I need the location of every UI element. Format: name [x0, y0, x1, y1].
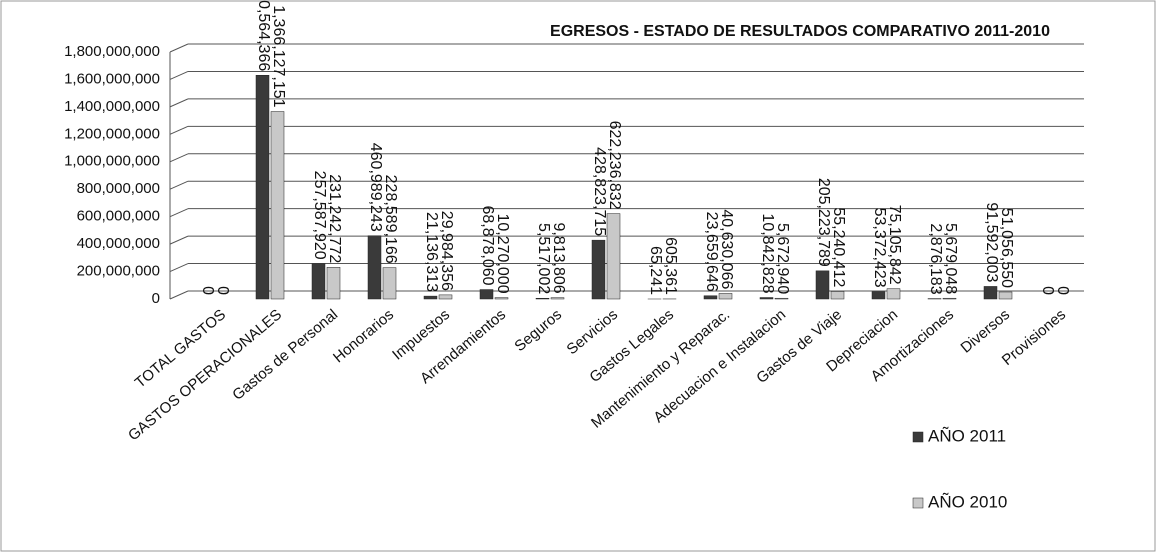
- bar: [535, 297, 550, 300]
- value-label: 5,517,002: [535, 223, 552, 294]
- value-label: 205,223,789: [815, 178, 832, 267]
- bar: [718, 293, 733, 300]
- value-label: 228,589,166: [382, 175, 399, 264]
- grid-line-depth: [169, 208, 189, 218]
- y-tick-label: 400,000,000: [77, 235, 160, 252]
- bar: [438, 294, 453, 300]
- value-label: 55,240,412: [830, 207, 847, 287]
- legend-label: AÑO 2010: [928, 492, 1007, 511]
- bar: [703, 295, 718, 300]
- grid-line-depth: [169, 125, 189, 135]
- value-label: 9,813,806: [550, 222, 567, 293]
- value-label: 1,630,564,366: [255, 0, 272, 71]
- bar: [830, 291, 845, 300]
- y-tick-label: 800,000,000: [77, 180, 160, 197]
- value-label: 40,630,066: [718, 209, 735, 289]
- grid-line-depth: [169, 43, 189, 53]
- y-tick-label: 1,400,000,000: [64, 98, 160, 115]
- bar: [494, 297, 509, 300]
- bar: [270, 111, 285, 300]
- value-label: 10,270,000: [494, 214, 511, 294]
- bar: [550, 297, 565, 300]
- y-tick-label: 600,000,000: [77, 208, 160, 225]
- value-label: 460,989,243: [367, 143, 384, 232]
- bar: [606, 213, 621, 300]
- value-label: 0: [199, 286, 216, 295]
- y-tick-label: 1,600,000,000: [64, 70, 160, 87]
- bar: [942, 297, 957, 300]
- bar: [311, 263, 326, 300]
- value-label: 231,242,772: [326, 174, 343, 263]
- value-label: 23,659,646: [703, 212, 720, 292]
- value-label: 1,366,127,151: [270, 5, 287, 107]
- bar: [774, 297, 789, 300]
- value-label: 68,878,060: [479, 205, 496, 285]
- value-label: 75,105,842: [886, 205, 903, 285]
- bar: [886, 288, 901, 300]
- value-label: 5,672,940: [774, 223, 791, 294]
- bar: [367, 235, 382, 300]
- chart-title: EGRESOS - ESTADO DE RESULTADOS COMPARATI…: [550, 23, 1050, 40]
- grid-line-depth: [169, 153, 189, 163]
- y-tick-label: 200,000,000: [77, 263, 160, 280]
- y-tick-label: 1,200,000,000: [64, 125, 160, 142]
- value-label: 0: [1039, 286, 1056, 295]
- value-label: 21,136,313: [423, 212, 440, 292]
- value-label: 605,361: [662, 237, 679, 295]
- value-label: 53,372,423: [871, 208, 888, 288]
- grid-line-depth: [169, 235, 189, 245]
- y-tick-label: 0: [152, 290, 160, 307]
- legend-label: AÑO 2011: [928, 426, 1006, 445]
- y-tick-label: 1,000,000,000: [64, 153, 160, 170]
- value-label: 0: [214, 286, 231, 295]
- grid-line-depth: [169, 290, 189, 300]
- value-label: 65,241: [647, 246, 664, 295]
- value-label: 29,984,356: [438, 211, 455, 291]
- bar: [479, 289, 494, 300]
- bar: [871, 291, 886, 300]
- value-label: 0: [1054, 286, 1071, 295]
- value-label: 10,842,828: [759, 213, 776, 293]
- value-label: 51,056,550: [998, 208, 1015, 288]
- bar: [983, 286, 998, 300]
- value-label: 2,876,183: [927, 223, 944, 294]
- bar: [382, 267, 397, 300]
- bar: [759, 297, 774, 300]
- y-tick-label: 1,800,000,000: [64, 43, 160, 60]
- bar: [815, 270, 830, 300]
- bar: [423, 295, 438, 300]
- value-label: 257,587,920: [311, 171, 328, 260]
- bar: [255, 75, 270, 300]
- grid-line-depth: [169, 70, 189, 80]
- grid-line-depth: [169, 263, 189, 273]
- value-label: 5,679,048: [942, 223, 959, 294]
- legend-swatch: [912, 431, 924, 443]
- bar: [326, 267, 341, 300]
- bar: [998, 291, 1013, 300]
- legend-swatch: [912, 497, 924, 509]
- grid-line-depth: [169, 180, 189, 190]
- value-label: 622,236,832: [606, 121, 623, 210]
- bar: [591, 239, 606, 300]
- value-label: 428,823,715: [591, 147, 608, 236]
- grid-line-depth: [169, 98, 189, 108]
- value-label: 91,592,003: [983, 202, 1000, 282]
